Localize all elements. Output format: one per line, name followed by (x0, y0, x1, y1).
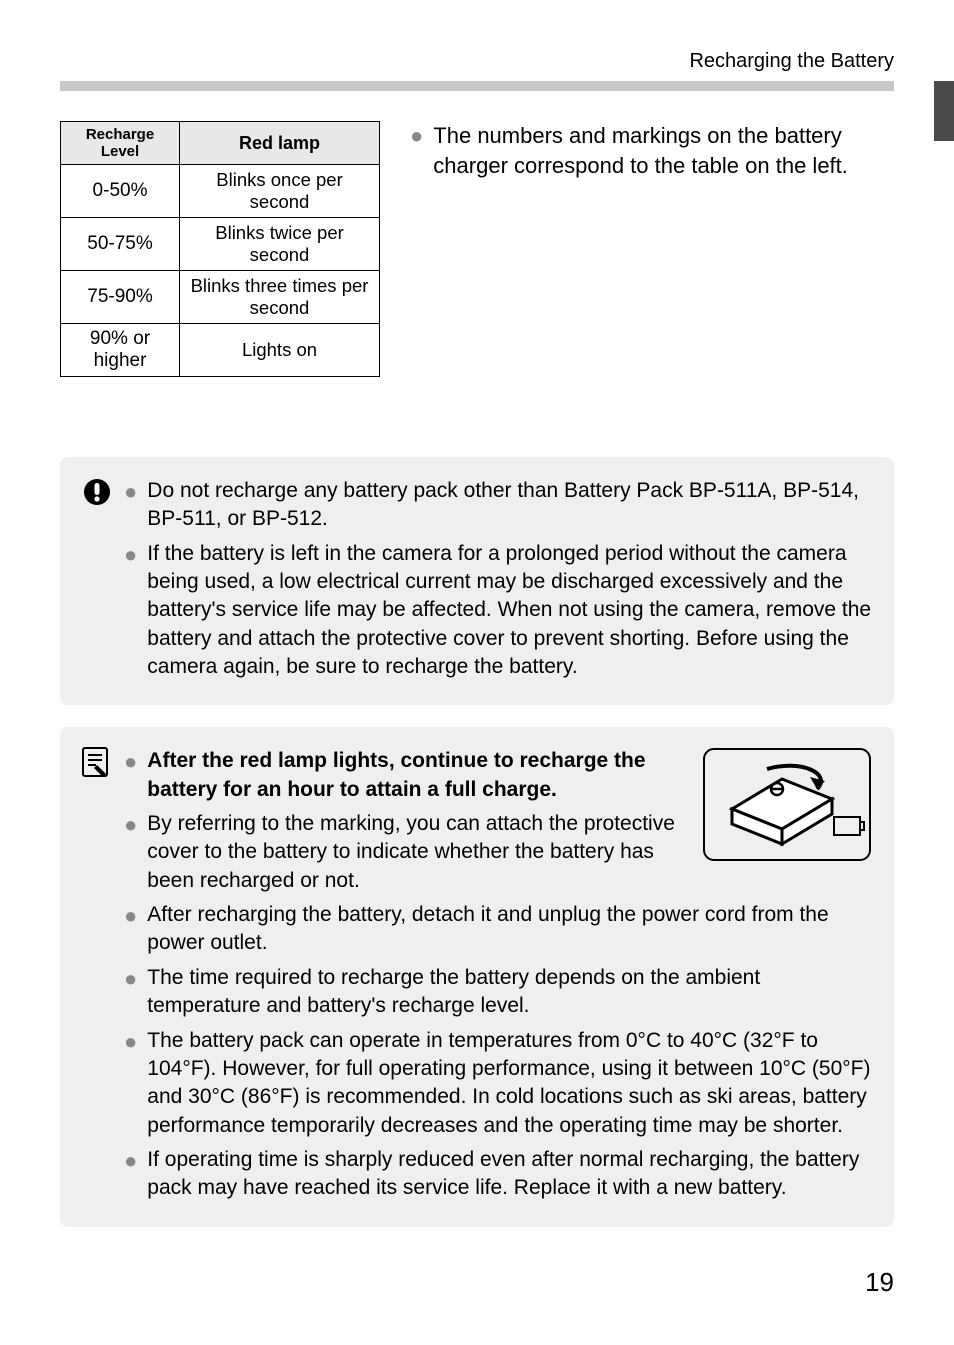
top-row: Recharge Level Red lamp 0-50% Blinks onc… (60, 121, 894, 377)
battery-glyph-icon (834, 817, 864, 835)
caution-icon (82, 477, 112, 681)
note-text: After recharging the battery, detach it … (147, 901, 872, 958)
caution-list: ● Do not recharge any battery pack other… (124, 477, 872, 681)
bullet-dot-icon: ● (124, 964, 137, 1021)
caution-text: Do not recharge any battery pack other t… (147, 477, 872, 534)
running-header: Recharging the Battery (60, 50, 894, 73)
side-bullet: ● The numbers and markings on the batter… (410, 121, 894, 180)
list-item: ● The battery pack can operate in temper… (124, 1027, 872, 1140)
cell-lamp: Blinks twice per second (180, 218, 380, 271)
battery-cover-illustration (702, 747, 872, 862)
recharge-table: Recharge Level Red lamp 0-50% Blinks onc… (60, 121, 380, 377)
cell-lamp: Blinks three times per second (180, 271, 380, 324)
list-item: ● Do not recharge any battery pack other… (124, 477, 872, 534)
list-item: ● The time required to recharge the batt… (124, 964, 872, 1021)
list-item: ● If operating time is sharply reduced e… (124, 1146, 872, 1203)
table-header-row: Recharge Level Red lamp (61, 122, 380, 165)
header-rule (60, 81, 894, 91)
page: Recharging the Battery Recharge Level Re… (0, 0, 954, 1338)
note-text: If operating time is sharply reduced eve… (147, 1146, 872, 1203)
cell-level: 90% or higher (61, 324, 180, 377)
col-header-lamp: Red lamp (180, 122, 380, 165)
bullet-dot-icon: ● (124, 477, 137, 534)
bullet-dot-icon: ● (410, 121, 423, 180)
caution-box: ● Do not recharge any battery pack other… (60, 457, 894, 705)
cell-lamp: Lights on (180, 324, 380, 377)
bullet-dot-icon: ● (124, 747, 137, 804)
note-text: By referring to the marking, you can att… (147, 810, 692, 895)
col-header-level: Recharge Level (61, 122, 180, 165)
bullet-dot-icon: ● (124, 901, 137, 958)
bullet-dot-icon: ● (124, 1146, 137, 1203)
bullet-dot-icon: ● (124, 540, 137, 682)
table-row: 90% or higher Lights on (61, 324, 380, 377)
note-text: The time required to recharge the batter… (147, 964, 872, 1021)
table-row: 50-75% Blinks twice per second (61, 218, 380, 271)
table-row: 0-50% Blinks once per second (61, 165, 380, 218)
side-bullet-text: The numbers and markings on the battery … (433, 121, 894, 180)
note-icon (82, 747, 112, 1202)
bullet-dot-icon: ● (124, 810, 137, 895)
list-item: ● After recharging the battery, detach i… (124, 901, 872, 958)
bullet-dot-icon: ● (124, 1027, 137, 1140)
note-box: ● After the red lamp lights, continue to… (60, 727, 894, 1226)
section-tab (934, 81, 954, 141)
list-item: ● After the red lamp lights, continue to… (124, 747, 872, 895)
list-item: ● If the battery is left in the camera f… (124, 540, 872, 682)
note-list: ● After the red lamp lights, continue to… (124, 747, 872, 1202)
caution-text: If the battery is left in the camera for… (147, 540, 872, 682)
cell-level: 0-50% (61, 165, 180, 218)
cell-level: 50-75% (61, 218, 180, 271)
cell-lamp: Blinks once per second (180, 165, 380, 218)
page-number: 19 (60, 1267, 894, 1298)
cell-level: 75-90% (61, 271, 180, 324)
table-row: 75-90% Blinks three times per second (61, 271, 380, 324)
note-text: After the red lamp lights, continue to r… (147, 747, 692, 804)
note-text: The battery pack can operate in temperat… (147, 1027, 872, 1140)
